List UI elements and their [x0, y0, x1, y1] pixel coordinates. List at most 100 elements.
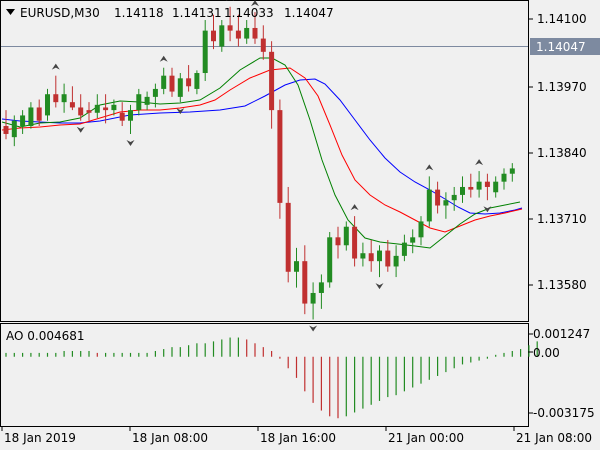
- candles-layer: [3, 6, 515, 320]
- candle-body: [128, 110, 133, 121]
- price-tick: 1.13970: [537, 80, 587, 94]
- candle: [11, 115, 17, 147]
- ao-tick: 0.00: [533, 346, 560, 360]
- candle-body: [509, 168, 515, 174]
- candle: [269, 41, 275, 129]
- ao-y-axis: 0.001247 0.00 -0.003175: [528, 327, 595, 420]
- candle-body: [103, 107, 109, 111]
- candle-body: [302, 261, 308, 304]
- candle: [343, 221, 349, 251]
- candle-body: [385, 250, 391, 267]
- candle: [377, 245, 382, 278]
- candle: [493, 176, 499, 198]
- candle-body: [460, 186, 465, 195]
- candle: [410, 229, 416, 254]
- fractal-down-marker: [483, 206, 492, 213]
- candle-body: [501, 173, 507, 182]
- time-tick: 18 Jan 16:00: [260, 431, 336, 445]
- price-tick: 1.13840: [537, 146, 587, 160]
- candle: [484, 173, 490, 201]
- candle-body: [484, 181, 490, 187]
- candle: [20, 110, 26, 134]
- price-tick: 1.13710: [537, 212, 587, 226]
- candle: [119, 102, 125, 127]
- candle-body: [426, 189, 432, 222]
- candle-body: [393, 255, 399, 267]
- candle: [302, 245, 308, 315]
- candle-body: [78, 107, 84, 116]
- candle: [235, 14, 241, 47]
- candle-body: [285, 202, 291, 272]
- candle-body: [310, 292, 316, 304]
- triangle-down-icon[interactable]: [6, 9, 15, 15]
- price-tick: 1.13580: [537, 278, 587, 292]
- candle-body: [235, 30, 241, 39]
- fractal-markers: [51, 0, 492, 332]
- candle: [476, 171, 482, 198]
- candle-body: [28, 107, 34, 127]
- fractal-down-marker: [126, 139, 135, 146]
- candle-body: [177, 78, 183, 97]
- candle-body: [45, 94, 50, 116]
- candle-body: [335, 237, 341, 246]
- candle-body: [69, 102, 75, 108]
- candle: [211, 14, 216, 50]
- candle: [152, 83, 158, 108]
- candle: [53, 75, 59, 108]
- time-tick: 21 Jan 00:00: [388, 431, 464, 445]
- candle-body: [219, 25, 225, 47]
- candle-body: [111, 104, 117, 111]
- candle-body: [368, 253, 374, 262]
- time-tick: 21 Jan 08:00: [516, 431, 592, 445]
- fractal-down-marker: [76, 126, 85, 133]
- candle-body: [169, 75, 175, 92]
- candle-body: [410, 237, 416, 243]
- ao-tick: -0.003175: [533, 406, 595, 420]
- fractal-up-marker: [51, 63, 60, 70]
- candle-body: [136, 94, 142, 111]
- fractal-up-marker: [350, 204, 359, 211]
- candle: [194, 70, 200, 95]
- candle-body: [161, 75, 167, 89]
- candle-body: [318, 282, 324, 293]
- time-tick: 18 Jan 08:00: [132, 431, 208, 445]
- candle-body: [468, 186, 474, 190]
- candle: [61, 83, 67, 113]
- fractal-down-marker: [375, 283, 384, 290]
- candle-body: [360, 253, 366, 259]
- candle-body: [451, 194, 457, 201]
- time-tick: 18 Jan 2019: [4, 431, 76, 445]
- candle-body: [20, 115, 26, 127]
- candle: [260, 25, 266, 60]
- price-panel-frame: [0, 0, 529, 322]
- candle-body: [493, 181, 499, 193]
- current-price-text: 1.14047: [536, 40, 586, 54]
- candle: [327, 232, 333, 288]
- candle-body: [53, 94, 59, 103]
- candle-body: [227, 25, 233, 31]
- current-price-badge: [530, 38, 600, 55]
- candle: [318, 274, 324, 309]
- candle: [69, 86, 75, 111]
- candle-body: [269, 51, 275, 111]
- candle-body: [435, 189, 441, 206]
- candle: [509, 163, 515, 182]
- candle-body: [3, 126, 9, 134]
- fractal-down-marker: [176, 108, 185, 115]
- candle-body: [260, 38, 266, 52]
- candle: [169, 67, 175, 97]
- candle: [177, 73, 183, 103]
- ao-histogram: [5, 337, 538, 419]
- candle: [86, 102, 92, 121]
- fractal-up-marker: [159, 55, 168, 62]
- candle-body: [418, 221, 424, 238]
- candle: [144, 91, 150, 111]
- candle: [252, 12, 258, 44]
- candle-body: [352, 226, 358, 259]
- fractal-up-marker: [425, 164, 434, 171]
- candle: [36, 99, 42, 127]
- candle-body: [152, 88, 158, 97]
- candle: [310, 282, 316, 320]
- candle-body: [36, 107, 42, 121]
